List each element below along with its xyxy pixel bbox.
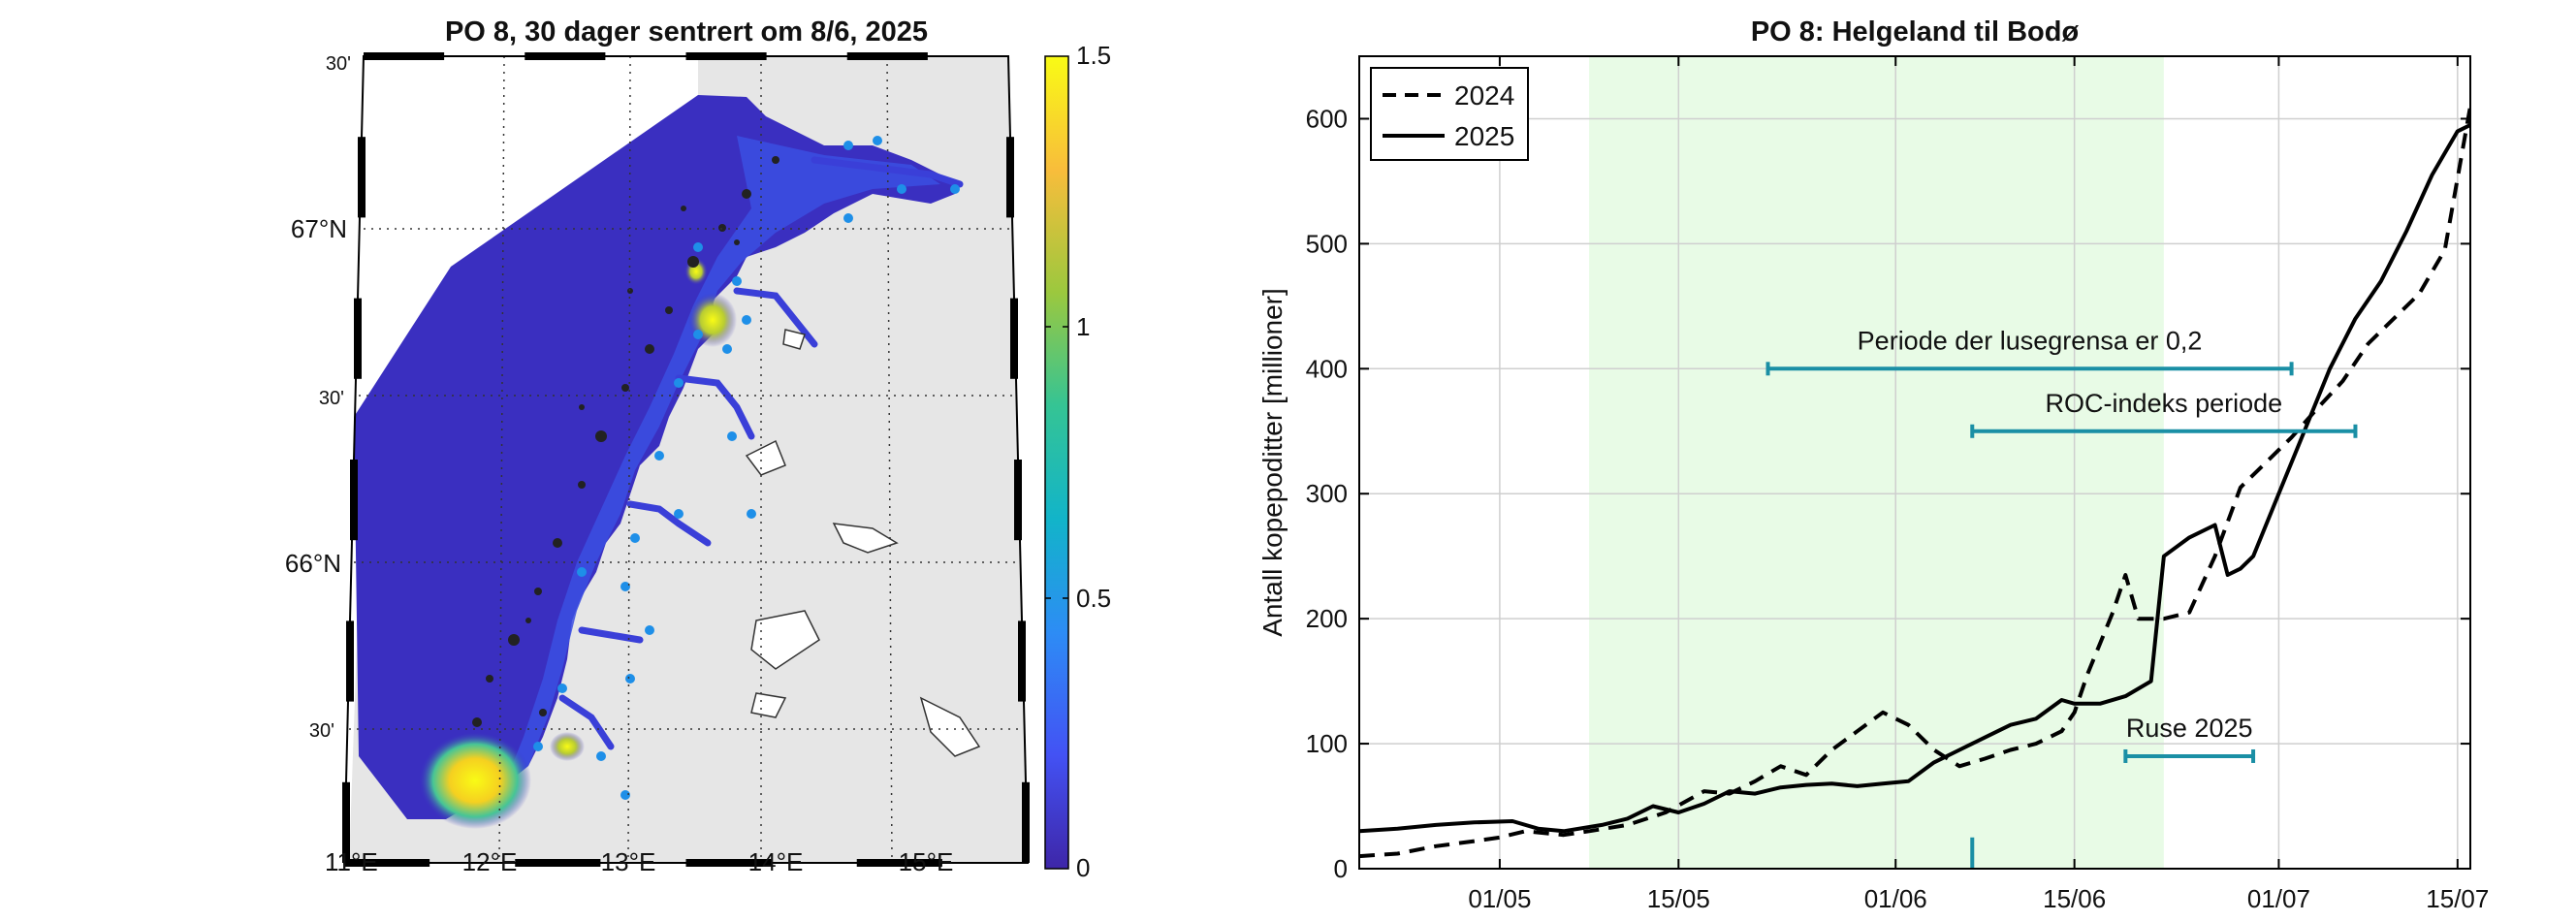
map-border-segment <box>350 460 358 540</box>
lat-label-67: 67°N <box>291 214 347 243</box>
lat-label-66: 66°N <box>285 549 341 578</box>
legend-label-2025: 2025 <box>1454 121 1514 151</box>
annotation-label: Periode der lusegrensa er 0,2 <box>1858 326 2203 355</box>
x-tick-label: 01/06 <box>1864 884 1927 913</box>
lon-label-13: 13°E <box>601 847 656 876</box>
figure: PO 8, 30 dager sentrert om 8/6, 2025 <box>0 0 2576 917</box>
y-tick-label: 500 <box>1306 229 1348 258</box>
colorbar-label-1: 1 <box>1076 312 1090 341</box>
map-border-segment <box>1018 620 1026 701</box>
colorbar <box>1045 56 1068 869</box>
hotspot-north <box>688 293 737 347</box>
y-tick-label: 600 <box>1306 104 1348 133</box>
map-border-segment <box>364 52 444 60</box>
legend-label-2024: 2024 <box>1454 80 1514 111</box>
y-axis-label: Antall kopepoditter [millioner] <box>1257 288 1288 637</box>
shaded-period <box>1589 56 2164 869</box>
map-border-segment <box>525 52 605 60</box>
map-border-segment <box>358 137 366 217</box>
map-title: PO 8, 30 dager sentrert om 8/6, 2025 <box>445 16 928 48</box>
x-tick-label: 15/07 <box>2426 884 2489 913</box>
map-border-segment <box>354 299 362 379</box>
hotspot-south-2 <box>550 732 585 761</box>
chart-title: PO 8: Helgeland til Bodø <box>1751 16 2080 48</box>
y-tick-label: 0 <box>1334 854 1348 883</box>
x-tick-label: 15/05 <box>1647 884 1710 913</box>
minute-label-bottom: 30' <box>309 720 334 742</box>
annotation-label: ROC-indeks periode <box>2046 389 2283 418</box>
hotspot-south <box>419 732 531 829</box>
lon-label-14: 14°E <box>748 847 804 876</box>
map-border-segment <box>686 52 767 60</box>
map-border-segment <box>515 859 600 867</box>
minute-label-mid: 30' <box>319 388 344 409</box>
y-tick-label: 100 <box>1306 729 1348 758</box>
x-tick-label: 01/05 <box>1468 884 1531 913</box>
lon-label-15: 15°E <box>899 847 954 876</box>
map-border-segment <box>346 620 354 701</box>
legend: 2024 2025 <box>1371 68 1528 160</box>
chart-panel: PO 8: Helgeland til Bodø Periode der lus… <box>1257 16 2489 913</box>
map-border-segment <box>1014 460 1022 540</box>
minute-label-top: 30' <box>326 53 351 75</box>
map-border-segment <box>847 52 928 60</box>
y-tick-label: 200 <box>1306 604 1348 633</box>
y-tick-label: 300 <box>1306 479 1348 508</box>
colorbar-label-0: 0 <box>1076 853 1090 882</box>
colorbar-label-0.5: 0.5 <box>1076 584 1111 613</box>
y-tick-label: 400 <box>1306 354 1348 383</box>
colorbar-label-1.5: 1.5 <box>1076 41 1111 70</box>
map-panel: PO 8, 30 dager sentrert om 8/6, 2025 <box>285 16 1111 882</box>
figure-canvas: PO 8, 30 dager sentrert om 8/6, 2025 <box>0 0 2576 917</box>
map-border-segment <box>1022 782 1030 863</box>
lon-label-12: 12°E <box>462 847 518 876</box>
map-border-segment <box>1006 137 1014 217</box>
annotation-label: Ruse 2025 <box>2126 714 2253 743</box>
x-tick-label: 01/07 <box>2247 884 2310 913</box>
x-tick-label: 15/06 <box>2043 884 2106 913</box>
map-border-segment <box>1010 299 1018 379</box>
lon-label-11: 11°E <box>325 847 378 876</box>
